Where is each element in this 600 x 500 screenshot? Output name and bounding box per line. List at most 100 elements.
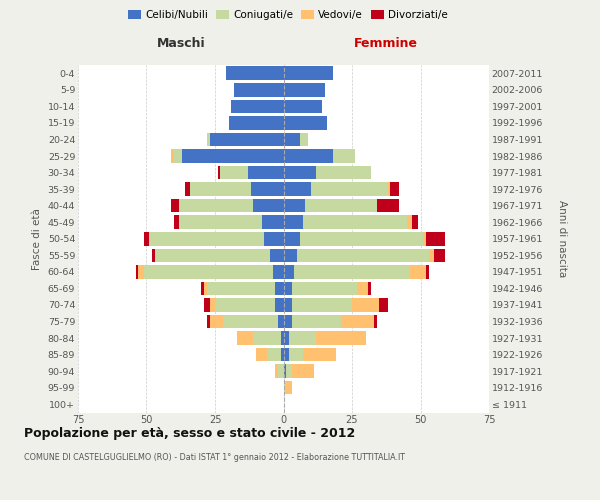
Bar — [292, 364, 314, 378]
Bar — [138, 265, 144, 278]
Bar — [136, 265, 138, 278]
Bar — [316, 166, 371, 179]
Bar — [284, 116, 328, 130]
Bar — [278, 364, 284, 378]
Bar — [209, 132, 284, 146]
Bar — [270, 248, 284, 262]
Bar — [281, 348, 284, 362]
Bar — [300, 132, 308, 146]
Bar — [209, 314, 223, 328]
Bar — [358, 282, 368, 295]
Bar — [144, 232, 149, 245]
Bar — [171, 149, 174, 163]
Y-axis label: Fasce di età: Fasce di età — [32, 208, 42, 270]
Bar — [316, 332, 366, 345]
Bar — [426, 232, 445, 245]
Bar — [388, 182, 391, 196]
Bar — [284, 248, 297, 262]
Bar — [182, 149, 284, 163]
Bar — [248, 166, 284, 179]
Bar — [204, 282, 207, 295]
Bar — [278, 314, 284, 328]
Bar — [281, 332, 284, 345]
Bar — [207, 132, 209, 146]
Bar — [251, 182, 284, 196]
Bar — [284, 298, 292, 312]
Bar — [174, 216, 179, 229]
Bar — [275, 282, 284, 295]
Bar — [284, 232, 300, 245]
Bar — [284, 282, 292, 295]
Bar — [311, 182, 388, 196]
Bar — [190, 182, 251, 196]
Bar — [333, 149, 355, 163]
Bar — [284, 332, 289, 345]
Bar — [272, 265, 284, 278]
Bar — [284, 100, 322, 113]
Bar — [284, 66, 333, 80]
Bar — [253, 332, 281, 345]
Bar — [368, 282, 371, 295]
Bar — [284, 364, 286, 378]
Bar — [300, 232, 423, 245]
Bar — [426, 265, 429, 278]
Bar — [234, 83, 284, 96]
Bar — [267, 348, 281, 362]
Bar — [284, 83, 325, 96]
Bar — [275, 298, 284, 312]
Y-axis label: Anni di nascita: Anni di nascita — [557, 200, 567, 278]
Bar — [226, 66, 284, 80]
Bar — [284, 216, 302, 229]
Bar — [215, 298, 275, 312]
Bar — [237, 332, 253, 345]
Bar — [209, 298, 215, 312]
Bar — [407, 216, 412, 229]
Legend: Celibi/Nubili, Coniugati/e, Vedovi/e, Divorziati/e: Celibi/Nubili, Coniugati/e, Vedovi/e, Di… — [127, 8, 449, 22]
Bar — [144, 265, 272, 278]
Bar — [284, 132, 300, 146]
Bar — [434, 248, 445, 262]
Bar — [207, 282, 275, 295]
Bar — [292, 298, 352, 312]
Bar — [412, 216, 418, 229]
Bar — [297, 248, 429, 262]
Bar — [232, 100, 284, 113]
Bar — [374, 314, 377, 328]
Bar — [292, 282, 358, 295]
Bar — [305, 199, 377, 212]
Bar — [220, 166, 248, 179]
Bar — [284, 166, 316, 179]
Bar — [284, 199, 305, 212]
Bar — [391, 182, 398, 196]
Bar — [302, 216, 407, 229]
Bar — [429, 248, 434, 262]
Bar — [286, 381, 292, 394]
Bar — [265, 232, 284, 245]
Bar — [155, 248, 270, 262]
Bar — [207, 314, 209, 328]
Bar — [423, 232, 426, 245]
Bar — [204, 298, 209, 312]
Bar — [289, 348, 302, 362]
Bar — [341, 314, 374, 328]
Bar — [302, 348, 335, 362]
Bar — [256, 348, 267, 362]
Bar — [377, 199, 398, 212]
Bar — [275, 364, 278, 378]
Bar — [152, 248, 155, 262]
Bar — [218, 166, 220, 179]
Bar — [229, 116, 284, 130]
Bar — [179, 216, 262, 229]
Text: COMUNE DI CASTELGUGLIELMO (RO) - Dati ISTAT 1° gennaio 2012 - Elaborazione TUTTI: COMUNE DI CASTELGUGLIELMO (RO) - Dati IS… — [24, 452, 405, 462]
Bar — [262, 216, 284, 229]
Text: Femmine: Femmine — [354, 37, 418, 50]
Bar — [289, 332, 316, 345]
Bar — [284, 149, 333, 163]
Bar — [284, 265, 295, 278]
Bar — [174, 149, 182, 163]
Text: Popolazione per età, sesso e stato civile - 2012: Popolazione per età, sesso e stato civil… — [24, 428, 355, 440]
Bar — [286, 364, 292, 378]
Bar — [284, 314, 292, 328]
Bar — [171, 199, 179, 212]
Text: Maschi: Maschi — [157, 37, 205, 50]
